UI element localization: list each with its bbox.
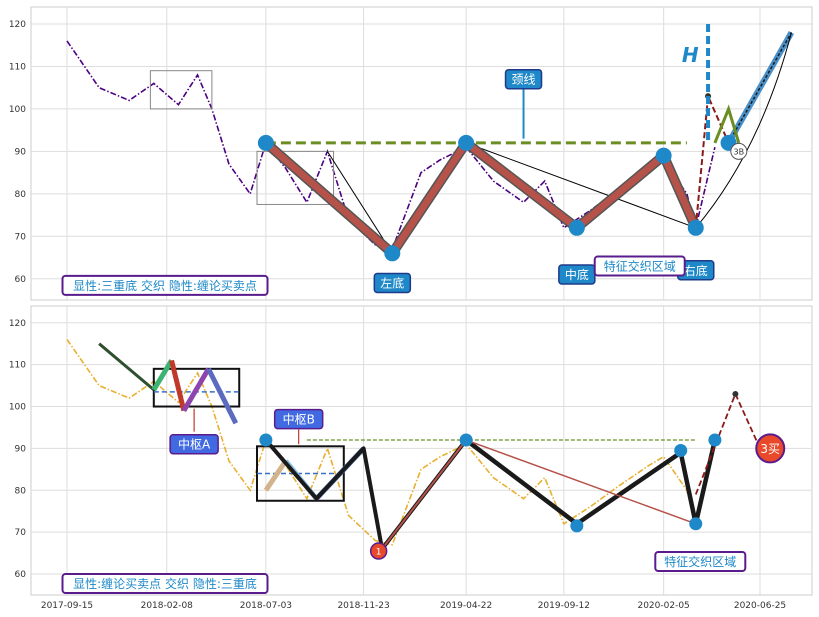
turning-point [655,147,672,164]
label-caption-bottom-box [61,573,269,595]
label-feature-zone-top: 特征交织区域 [604,259,676,274]
label-h: H [682,43,699,67]
turning-point [570,519,584,533]
label-pivot-a: 中枢A [178,437,211,452]
pivot-box-top-a [149,70,213,110]
label-feature-zone-top-box [593,255,686,277]
x-tick-label: 2018-07-03 [240,601,292,611]
label-caption-bottom: 显性:缠论买卖点 交织 隐性:三重底 [73,576,257,591]
x-tick-label: 2019-04-22 [440,601,492,611]
label-caption-top-box [61,274,269,296]
y-tick-label: 60 [15,275,27,285]
x-tick-label: 2018-02-08 [141,601,194,611]
y-tick-label: 120 [9,20,26,30]
y-tick-label: 100 [9,105,26,115]
x-tick-label: 2018-11-23 [337,601,389,611]
plot-frame [30,6,813,301]
bottom-panel: 60 70 80 90 100 110 120 1 3买 中枢A 中枢B 特征交织区域显性:缠论买卖点… [9,305,813,611]
buy-1-label: 1 [376,548,382,558]
projection-line [727,32,793,144]
helper-line [326,151,393,254]
turning-point [384,245,401,262]
label-pivot-b-box [273,408,324,430]
pivot-stroke [263,459,288,492]
turning-point [687,219,704,236]
arc-curve [695,32,792,229]
pivot-stroke [206,367,239,425]
turning-point [257,134,274,151]
helper-line [465,142,696,229]
x-tick-label: 2019-09-12 [538,601,590,611]
label-left-bottom: 左底 [380,276,404,291]
label-pivot-a-box [169,433,219,455]
pivot-stroke [181,367,211,412]
label-left-bottom-box [373,272,412,294]
turning-point [458,134,475,151]
turning-point [674,444,688,457]
pivot-stroke [151,359,174,392]
y-tick-label: 70 [15,232,27,242]
buy-3-marker [755,433,786,464]
turning-point [689,517,703,531]
turning-point [259,433,273,447]
green-zigzag [713,104,741,144]
x-tick-label: 2020-02-05 [637,601,689,611]
pivot-stroke [98,342,155,391]
label-neckline-box [504,68,543,90]
pivot-box-top-b [256,150,335,205]
y-tick-label: 110 [9,62,26,72]
zigzag-segment [263,139,699,257]
zigzag-thin-red [465,439,697,525]
label-feature-zone-bottom-box [654,550,747,572]
x-tick-label: 2020-06-25 [734,601,786,611]
label-feature-zone-bottom: 特征交织区域 [664,554,736,569]
y-tick-label: 90 [15,444,27,454]
zigzag-black [264,438,385,550]
3b-circle [730,142,748,160]
y-tick-label: 60 [15,570,27,580]
pivot-stroke [169,359,187,412]
price-line-orange [66,339,716,546]
y-tick-label: 120 [9,319,26,329]
buy-1-marker [369,542,388,560]
zigzag-red-inner [381,439,467,550]
y-tick-label: 90 [15,147,27,157]
y-tick-label: 100 [9,403,26,413]
label-right-bottom: 右底 [684,263,708,278]
label-pivot-b: 中枢B [283,412,315,427]
label-3b: 3B [734,147,745,156]
buy-3-label: 3买 [760,442,780,456]
label-neckline: 颈线 [512,73,536,87]
x-tick-label: 2017-09-15 [41,601,93,611]
y-tick-label: 70 [15,528,27,538]
y-tick-label: 80 [15,486,27,496]
turning-point [568,219,585,236]
y-tick-label: 110 [9,361,26,371]
y-tick-label: 80 [15,190,27,200]
label-mid-bottom: 中底 [565,267,589,282]
turning-point [708,433,722,447]
turning-point [459,433,473,447]
pivot-dot [732,390,739,397]
label-caption-top: 显性:三重底 交织 隐性:缠论买卖点 [73,278,257,293]
